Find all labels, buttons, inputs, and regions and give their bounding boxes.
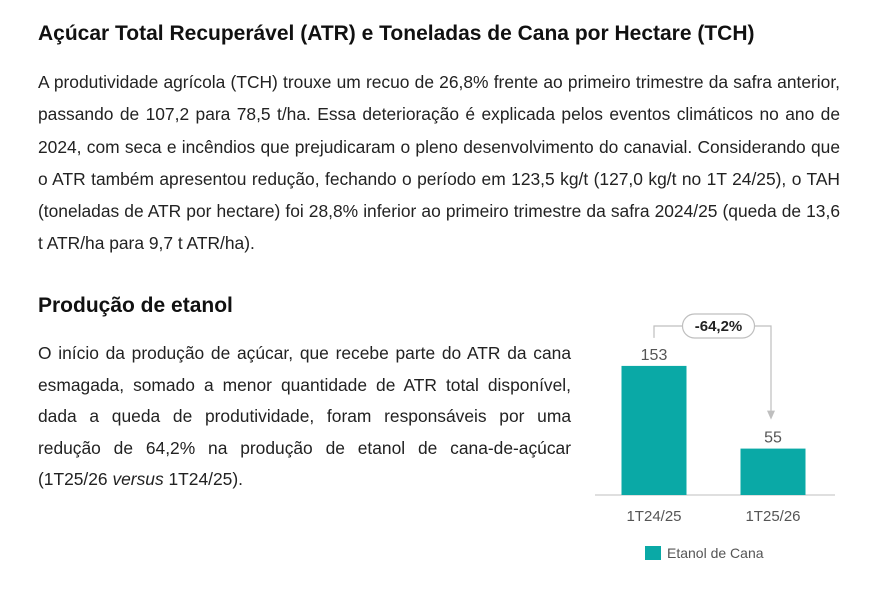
- paragraph-text-start: O início da produção de açúcar, que rece…: [38, 343, 571, 489]
- section-paragraph-atr-tch: A produtividade agrícola (TCH) trouxe um…: [38, 72, 840, 254]
- change-arrowhead: [767, 410, 775, 420]
- chart-svg: 153 1T24/25 55 1T25/26 -64,2%: [595, 313, 835, 525]
- x-tick-label: 1T25/26: [745, 508, 800, 525]
- change-badge: [681, 313, 756, 339]
- data-label: 55: [764, 430, 782, 447]
- paragraph-text-end: 1T24/25).: [163, 469, 243, 489]
- bar-1T24-25: [621, 365, 687, 495]
- change-annotation-label: -64,2%: [695, 318, 743, 335]
- x-tick-label: 1T24/25: [626, 508, 681, 525]
- data-label: 153: [641, 347, 668, 364]
- section-paragraph-etanol: O início da produção de açúcar, que rece…: [38, 338, 571, 496]
- legend-label: Etanol de Cana: [667, 545, 764, 561]
- chart-legend: Etanol de Cana: [645, 545, 764, 561]
- section-title-etanol: Produção de etanol: [38, 294, 233, 317]
- section-title-atr-tch: Açúcar Total Recuperável (ATR) e Tonelad…: [38, 22, 755, 45]
- paragraph-text-italic: versus: [112, 469, 164, 489]
- etanol-bar-chart: 153 1T24/25 55 1T25/26 -64,2%: [585, 300, 845, 580]
- bar-1T25-26: [740, 448, 806, 495]
- legend-swatch: [645, 546, 661, 560]
